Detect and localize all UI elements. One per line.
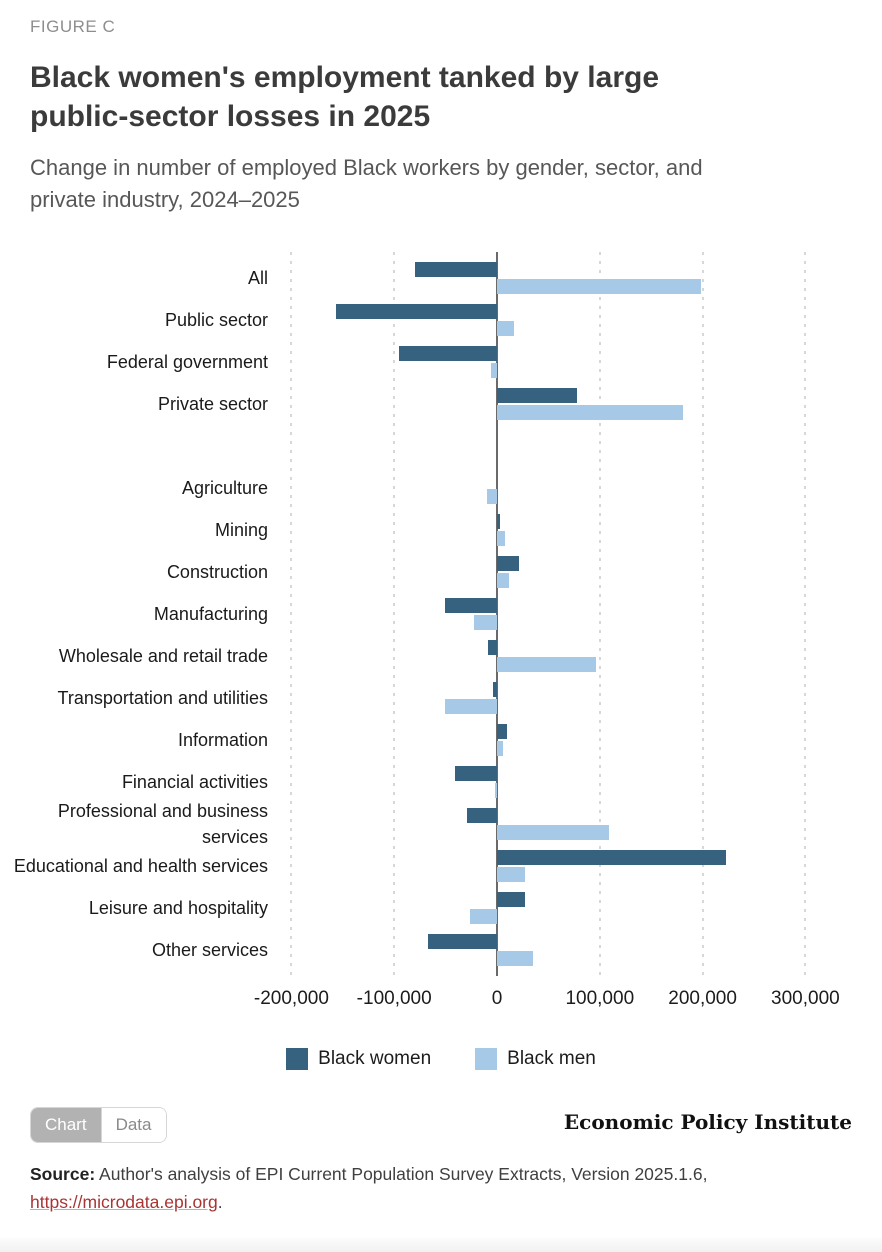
bar-black-women-private-sector[interactable]: [497, 388, 578, 403]
chart-data-toggle: Chart Data: [30, 1107, 167, 1143]
bar-black-men-educational-and-health-services[interactable]: [497, 866, 525, 882]
bar-black-men-professional-and-business-services[interactable]: [497, 824, 610, 840]
category-label-mining: Mining: [214, 519, 268, 540]
category-label-private-sector: Private sector: [157, 393, 268, 414]
zero-axis-line: [496, 252, 498, 976]
category-label-wholesale-and-retail-trade: Wholesale and retail trade: [58, 645, 268, 666]
bar-black-women-educational-and-health-services[interactable]: [497, 850, 727, 865]
legend-label: Black women: [318, 1048, 432, 1069]
source-link[interactable]: https://microdata.epi.org: [30, 1192, 218, 1213]
tab-chart[interactable]: Chart: [31, 1108, 101, 1142]
x-tick-label: 100,000: [565, 988, 635, 1009]
bar-black-women-professional-and-business-services[interactable]: [467, 808, 497, 823]
gridline: [393, 252, 396, 976]
bar-black-women-mining[interactable]: [497, 514, 501, 529]
bar-black-men-transportation-and-utilities[interactable]: [444, 698, 497, 714]
legend-swatch-black-women: [286, 1048, 309, 1070]
category-label-professional-and-business-services: Professional and business services: [57, 800, 268, 847]
category-label-educational-and-health-services: Educational and health services: [13, 855, 268, 876]
bar-black-men-private-sector[interactable]: [497, 404, 684, 420]
chart-subtitle: Change in number of employed Black worke…: [30, 155, 703, 212]
bar-black-men-other-services[interactable]: [497, 950, 533, 966]
x-tick-label: 200,000: [668, 988, 737, 1009]
source-suffix: .: [217, 1192, 223, 1213]
bar-black-men-construction[interactable]: [497, 572, 510, 588]
x-tick-label: 300,000: [771, 988, 840, 1009]
bar-black-men-manufacturing[interactable]: [474, 614, 497, 630]
bar-black-women-leisure-and-hospitality[interactable]: [497, 892, 525, 907]
category-label-other-services: Other services: [151, 939, 268, 960]
epi-wordmark: Economic Policy Institute: [563, 1110, 852, 1134]
x-tick-label: -100,000: [356, 988, 432, 1009]
bottom-strip: [0, 1238, 882, 1252]
bar-black-women-wholesale-and-retail-trade[interactable]: [487, 640, 497, 655]
gridline: [804, 252, 807, 976]
bar-black-men-leisure-and-hospitality[interactable]: [470, 908, 497, 924]
category-label-construction: Construction: [166, 561, 268, 582]
bar-black-women-transportation-and-utilities[interactable]: [492, 682, 497, 697]
source-text: Author's analysis of EPI Current Populat…: [95, 1164, 708, 1184]
bar-black-women-financial-activities[interactable]: [454, 766, 497, 781]
category-label-financial-activities: Financial activities: [121, 771, 268, 792]
bar-black-women-public-sector[interactable]: [335, 304, 497, 319]
bar-black-men-public-sector[interactable]: [497, 320, 515, 336]
figure-label: FIGURE C: [30, 17, 116, 36]
category-label-manufacturing: Manufacturing: [153, 603, 268, 624]
bar-black-men-information[interactable]: [497, 740, 504, 756]
bar-black-men-federal-government[interactable]: [490, 362, 497, 378]
bar-black-men-financial-activities[interactable]: [494, 782, 497, 798]
category-label-transportation-and-utilities: Transportation and utilities: [57, 687, 268, 708]
tab-data[interactable]: Data: [100, 1108, 166, 1142]
category-label-federal-government: Federal government: [106, 351, 268, 372]
bar-black-men-all[interactable]: [497, 278, 701, 294]
bar-black-women-all[interactable]: [414, 262, 497, 277]
legend-item-black-men: Black men: [475, 1048, 596, 1070]
gridline: [290, 252, 293, 976]
chart-plot: -200,000 -100,000 0 100,000 200,000 300,000 Al…: [0, 252, 882, 1032]
category-label-all: All: [247, 267, 268, 288]
category-label-public-sector: Public sector: [164, 309, 268, 330]
bar-black-men-wholesale-and-retail-trade[interactable]: [497, 656, 596, 672]
bar-black-women-other-services[interactable]: [428, 934, 497, 949]
chart-title: Black women's employment tanked by large…: [30, 61, 660, 133]
chart-legend: Black women Black men: [0, 1048, 882, 1070]
x-tick-label: 0: [491, 988, 503, 1009]
gridline: [598, 252, 601, 976]
bar-black-women-information[interactable]: [497, 724, 508, 739]
legend-swatch-black-men: [475, 1048, 498, 1070]
legend-label: Black men: [507, 1048, 596, 1069]
category-label-agriculture: Agriculture: [181, 477, 268, 498]
source-prefix: Source:: [30, 1164, 96, 1184]
legend-item-black-women: Black women: [286, 1048, 431, 1070]
bar-black-men-agriculture[interactable]: [486, 488, 497, 504]
category-label-leisure-and-hospitality: Leisure and hospitality: [88, 897, 268, 918]
bar-black-women-manufacturing[interactable]: [444, 598, 497, 613]
x-tick-label: -200,000: [253, 988, 329, 1009]
category-label-information: Information: [177, 729, 268, 750]
bar-black-men-mining[interactable]: [497, 530, 506, 546]
bar-black-women-construction[interactable]: [497, 556, 519, 571]
bar-black-women-federal-government[interactable]: [399, 346, 497, 361]
gridline: [701, 252, 704, 976]
source-note: Source: Author's analysis of EPI Current…: [30, 1160, 840, 1217]
